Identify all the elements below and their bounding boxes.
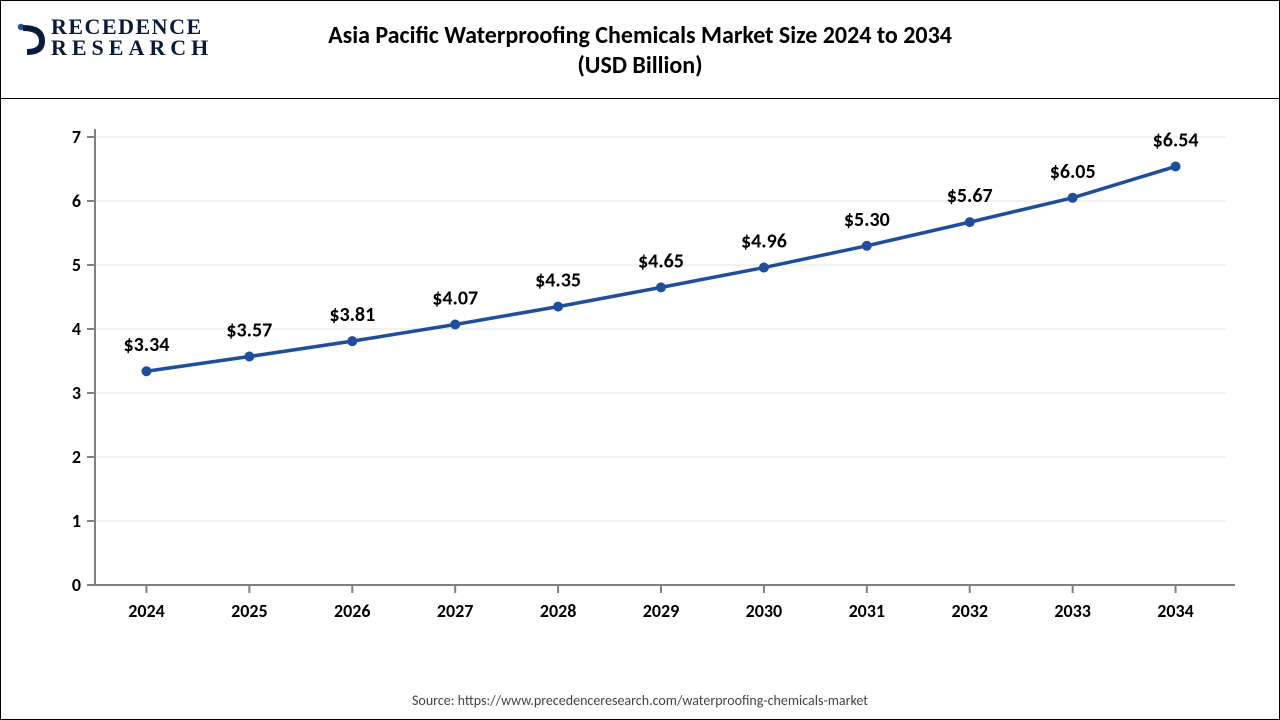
- x-tick-label: 2033: [1054, 600, 1091, 622]
- x-tick-label: 2029: [643, 600, 680, 622]
- x-tick-label: 2027: [437, 600, 474, 622]
- x-tick-label: 2031: [849, 600, 886, 622]
- y-tick-label: 3: [72, 382, 81, 404]
- data-marker: [965, 217, 975, 227]
- line-chart-svg: 0 1 2 3 4 5 6 7 2024 2025 2026 2027 2028 2029 2030 2031…: [57, 119, 1255, 649]
- data-label: $6.54: [1153, 128, 1199, 152]
- data-marker: [141, 366, 151, 376]
- data-label: $3.81: [329, 303, 375, 327]
- y-tick-label: 1: [72, 510, 81, 532]
- brand-logo: RECEDENCE RESEARCH: [15, 17, 213, 59]
- data-marker: [656, 282, 666, 292]
- data-label: $5.67: [947, 184, 993, 208]
- logo-mark-icon: [15, 21, 49, 55]
- data-label: $3.57: [226, 319, 272, 343]
- y-tick-label: 6: [72, 190, 81, 212]
- data-marker: [450, 320, 460, 330]
- data-marker: [1171, 161, 1181, 171]
- y-tick-label: 4: [72, 318, 81, 340]
- y-tick-label: 5: [72, 254, 81, 276]
- data-marker: [862, 241, 872, 251]
- data-marker: [347, 336, 357, 346]
- data-marker: [1068, 193, 1078, 203]
- x-tick-label: 2028: [540, 600, 577, 622]
- x-tick-label: 2034: [1157, 600, 1194, 622]
- x-tick-label: 2026: [334, 600, 371, 622]
- header-region: RECEDENCE RESEARCH Asia Pacific Waterpro…: [1, 1, 1279, 99]
- data-label: $4.07: [432, 287, 478, 311]
- data-marker: [553, 302, 563, 312]
- data-label: $5.30: [844, 208, 890, 232]
- x-tick-label: 2032: [951, 600, 988, 622]
- chart-frame: RECEDENCE RESEARCH Asia Pacific Waterpro…: [0, 0, 1280, 720]
- plot-region: 0 1 2 3 4 5 6 7 2024 2025 2026 2027 2028 2029 2030 2031…: [57, 119, 1255, 649]
- data-marker: [244, 352, 254, 362]
- x-tick-label: 2024: [128, 600, 165, 622]
- logo-text: RECEDENCE RESEARCH: [51, 17, 213, 59]
- data-label: $3.34: [124, 333, 170, 357]
- source-line: Source: https://www.precedenceresearch.c…: [1, 692, 1279, 709]
- y-tick-label: 7: [72, 126, 81, 148]
- data-marker: [759, 263, 769, 273]
- data-label: $4.65: [638, 249, 684, 273]
- x-tick-label: 2030: [746, 600, 783, 622]
- data-label: $4.96: [741, 230, 787, 254]
- data-label: $4.35: [535, 269, 581, 293]
- y-tick-label: 2: [72, 446, 81, 468]
- logo-line2: RESEARCH: [51, 38, 213, 59]
- x-tick-label: 2025: [231, 600, 268, 622]
- y-tick-label: 0: [72, 574, 81, 596]
- data-label: $6.05: [1050, 160, 1096, 184]
